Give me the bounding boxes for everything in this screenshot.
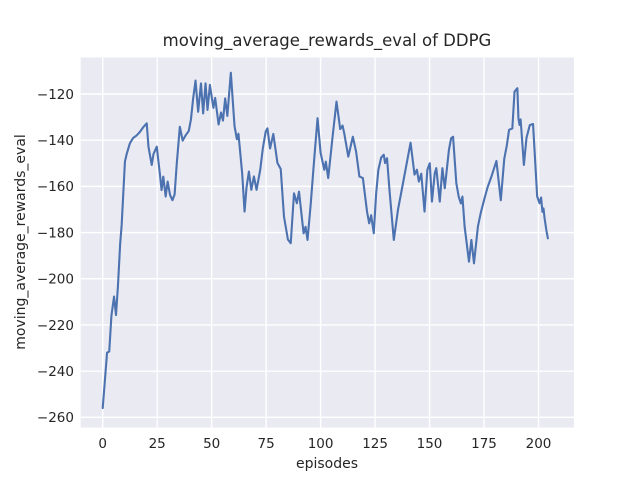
y-tick-label: −200: [37, 272, 74, 288]
y-tick-labels: −120 −140 −160 −180 −200 −220 −240 −260: [37, 87, 74, 426]
x-tick-label: 125: [362, 436, 388, 452]
y-axis-label: moving_average_rewards_eval: [13, 134, 29, 350]
y-tick-label: −140: [37, 133, 74, 149]
plot-area: [80, 57, 574, 428]
y-tick-label: −120: [37, 87, 74, 103]
x-tick-label: 0: [98, 436, 107, 452]
x-gridlines: [102, 57, 540, 428]
y-tick-label: −180: [37, 225, 74, 241]
reward-line-series: [101, 71, 549, 410]
chart-title: moving_average_rewards_eval of DDPG: [163, 31, 492, 51]
x-tick-label: 25: [149, 436, 166, 452]
x-tick-label: 75: [258, 436, 275, 452]
x-tick-label: 100: [308, 436, 334, 452]
x-tick-label: 150: [417, 436, 443, 452]
x-tick-labels: 0 25 50 75 100 125 150 175 200: [98, 436, 551, 452]
x-axis-label: episodes: [296, 456, 358, 472]
x-tick-label: 175: [471, 436, 497, 452]
x-tick-label: 50: [203, 436, 220, 452]
y-tick-label: −160: [37, 179, 74, 195]
y-tick-label: −240: [37, 364, 74, 380]
x-tick-label: 200: [526, 436, 552, 452]
y-tick-label: −260: [37, 410, 74, 426]
y-tick-label: −220: [37, 318, 74, 334]
